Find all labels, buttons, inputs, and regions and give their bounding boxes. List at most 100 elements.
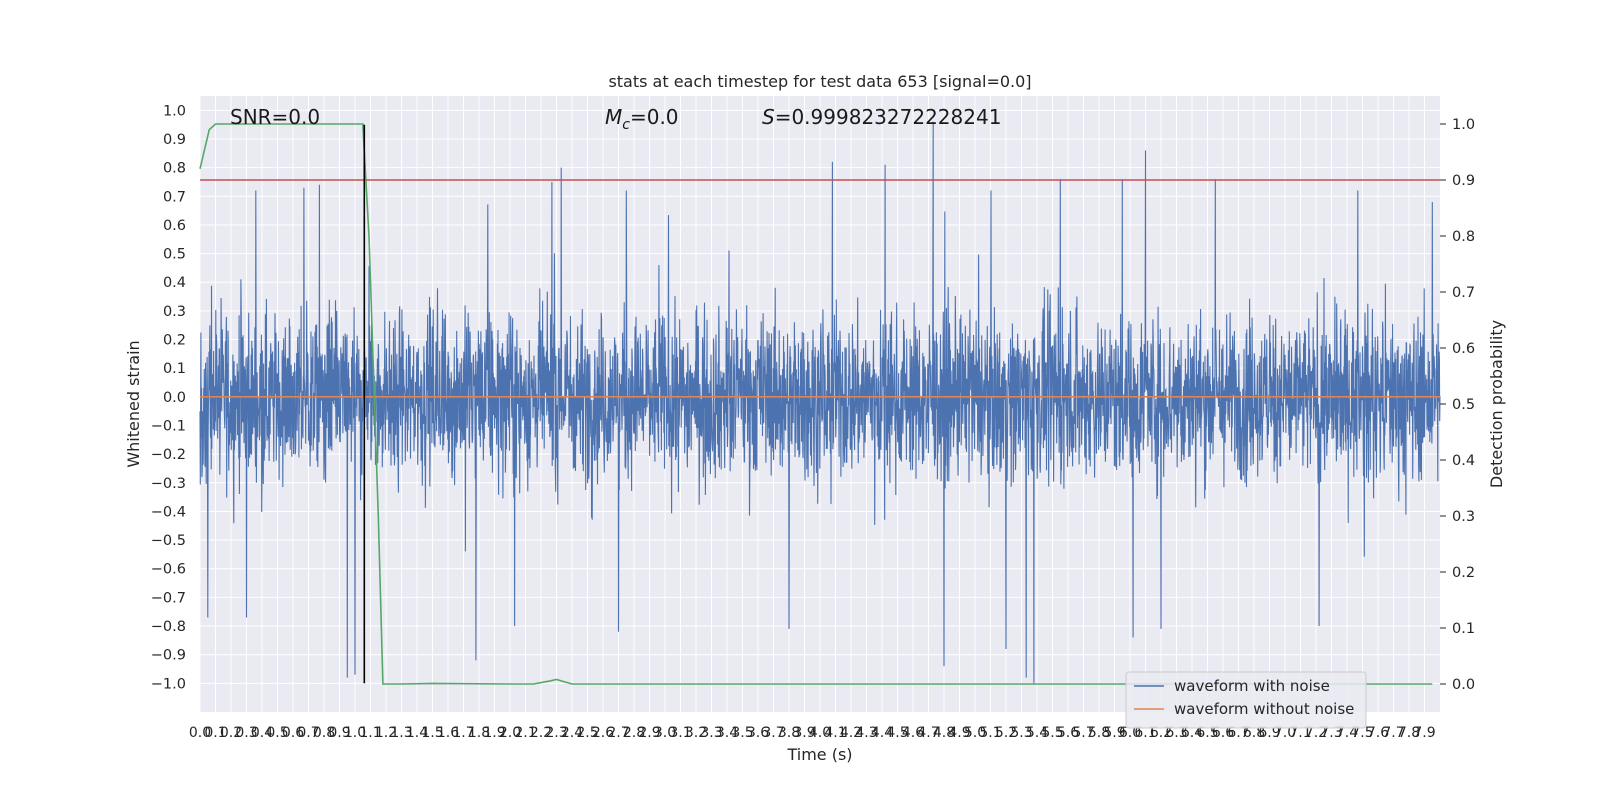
x-tick-label: 4.4 (871, 725, 893, 741)
y2-tick-label: 0.9 (1452, 173, 1475, 189)
x-tick-label: 4.0 (809, 725, 831, 741)
x-tick-label: 6.0 (1119, 725, 1141, 741)
mc-symbol: M (605, 105, 622, 129)
y-tick-label: −0.3 (151, 476, 186, 492)
x-tick-label: 1.3 (390, 725, 412, 741)
y-tick-label: −0.1 (151, 418, 186, 434)
x-tick-label: 4.7 (917, 725, 939, 741)
x-tick-label: 5.3 (1010, 725, 1032, 741)
y2-tick-label: 1.0 (1452, 117, 1475, 133)
x-tick-label: 5.0 (964, 725, 986, 741)
x-tick-label: 2.3 (545, 725, 567, 741)
x-tick-label: 6.8 (1243, 725, 1265, 741)
x-tick-label: 0.6 (282, 725, 304, 741)
ticks: −1.0 −0.9 −0.8 −0.7 −0.6 −0.5 −0.4 −0.3 −0.2 −0.1… (151, 103, 1475, 741)
x-tick-label: 0.0 (189, 725, 211, 741)
x-tick-label: 1.0 (344, 725, 366, 741)
x-tick-label: 7.9 (1413, 725, 1435, 741)
y-tick-label: 0.6 (163, 218, 186, 234)
snr-annotation: SNR=0.0 (230, 105, 320, 129)
mc-annotation: Mc=0.0 (605, 105, 679, 133)
x-tick-label: 5.1 (979, 725, 1001, 741)
y-tick-label: −0.8 (151, 619, 186, 635)
s-symbol: S (762, 105, 775, 129)
x-tick-label: 7.5 (1351, 725, 1373, 741)
series-detection-probability (199, 123, 1433, 685)
x-tick-label: 7.8 (1398, 725, 1420, 741)
mc-value: =0.0 (630, 105, 679, 129)
x-tick-label: 0.8 (313, 725, 335, 741)
x-tick-label: 4.6 (902, 725, 924, 741)
x-tick-label: 3.1 (669, 725, 691, 741)
x-tick-label: 4.8 (933, 725, 955, 741)
x-axis-label: Time (s) (786, 745, 852, 764)
y2-tick-label: 0.7 (1452, 285, 1475, 301)
y2-tick-label: 0.8 (1452, 229, 1475, 245)
x-tick-label: 2.5 (576, 725, 598, 741)
y2-tick-label: 0.0 (1452, 677, 1475, 693)
x-tick-label: 5.4 (1026, 725, 1048, 741)
x-tick-label: 4.3 (855, 725, 877, 741)
x-tick-label: 4.5 (886, 725, 908, 741)
legend: waveform with noise waveform without noi… (1125, 671, 1367, 729)
x-tick-label: 2.1 (514, 725, 536, 741)
y-tick-label: −0.6 (151, 562, 186, 578)
x-tick-label: 5.8 (1088, 725, 1110, 741)
x-tick-label: 2.0 (499, 725, 521, 741)
x-tick-label: 3.4 (716, 725, 738, 741)
y-tick-label: −0.4 (151, 504, 186, 520)
y-tick-label: 0.7 (163, 189, 186, 205)
x-tick-label: 1.4 (406, 725, 428, 741)
y2-tick-label: 0.1 (1452, 621, 1475, 637)
y-tick-label: 0.0 (163, 390, 186, 406)
x-tick-label: 1.6 (437, 725, 459, 741)
y-tick-label: −0.7 (151, 590, 186, 606)
mc-subscript: c (622, 117, 630, 133)
x-tick-label: 7.3 (1320, 725, 1342, 741)
x-tick-label: 0.7 (297, 725, 319, 741)
plot-area (199, 121, 1441, 685)
x-tick-label: 0.9 (328, 725, 350, 741)
y2-tick-label: 0.3 (1452, 509, 1475, 525)
x-tick-label: 2.7 (607, 725, 629, 741)
y2-tick-label: 0.5 (1452, 397, 1475, 413)
x-tick-label: 7.2 (1305, 725, 1327, 741)
chart-title: stats at each timestep for test data 653… (608, 72, 1031, 91)
x-tick-label: 3.9 (793, 725, 815, 741)
y-tick-label: 0.5 (163, 247, 186, 263)
x-tick-label: 2.4 (561, 725, 583, 741)
x-tick-label: 1.8 (468, 725, 490, 741)
x-tick-label: 1.5 (421, 725, 443, 741)
x-tick-label: 4.1 (824, 725, 846, 741)
y-tick-label: 0.1 (163, 361, 186, 377)
x-tick-label: 0.2 (220, 725, 242, 741)
x-tick-label: 5.2 (995, 725, 1017, 741)
x-tick-label: 7.4 (1336, 725, 1358, 741)
y2-axis-label: Detection probability (1487, 320, 1506, 488)
x-tick-label: 3.2 (685, 725, 707, 741)
x-tick-label: 7.1 (1289, 725, 1311, 741)
s-annotation: S=0.999823272228241 (762, 105, 1001, 129)
x-tick-label: 5.5 (1041, 725, 1063, 741)
x-tick-label: 7.7 (1382, 725, 1404, 741)
x-tick-label: 7.0 (1274, 725, 1296, 741)
x-tick-label: 0.5 (266, 725, 288, 741)
x-tick-label: 5.6 (1057, 725, 1079, 741)
y-tick-label: 1.0 (163, 103, 186, 119)
x-tick-label: 6.5 (1196, 725, 1218, 741)
x-tick-label: 6.7 (1227, 725, 1249, 741)
legend-box (1125, 671, 1367, 729)
x-tick-label: 0.3 (235, 725, 257, 741)
x-tick-label: 3.6 (747, 725, 769, 741)
x-tick-label: 1.2 (375, 725, 397, 741)
y2-tick-label: 0.6 (1452, 341, 1475, 357)
x-tick-label: 3.3 (700, 725, 722, 741)
x-tick-label: 6.2 (1150, 725, 1172, 741)
x-tick-label: 4.2 (840, 725, 862, 741)
x-tick-label: 4.9 (948, 725, 970, 741)
x-tick-label: 1.1 (359, 725, 381, 741)
y2-tick-label: 0.4 (1452, 453, 1475, 469)
y-tick-label: −1.0 (151, 676, 186, 692)
y-tick-label: 0.3 (163, 304, 186, 320)
